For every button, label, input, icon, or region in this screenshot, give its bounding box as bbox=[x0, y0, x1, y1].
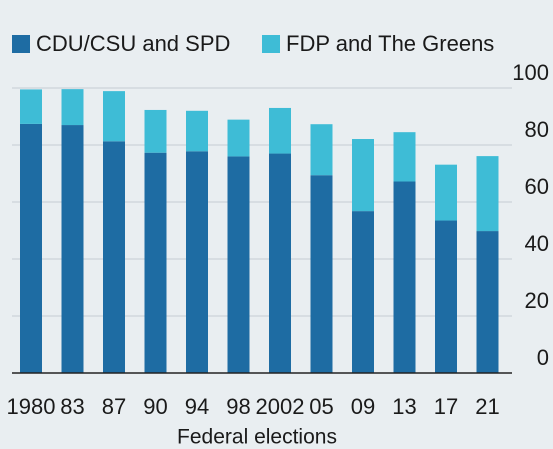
bar-segment bbox=[476, 156, 499, 232]
bar-segment bbox=[227, 119, 250, 157]
y-tick-label: 20 bbox=[525, 288, 549, 313]
bar-segment bbox=[435, 220, 457, 373]
x-tick-label: 2002 bbox=[256, 394, 305, 419]
x-tick-label: 17 bbox=[434, 394, 458, 419]
x-tick-label: 05 bbox=[309, 394, 333, 419]
bar-segment bbox=[393, 132, 416, 182]
x-tick-label: 87 bbox=[102, 394, 126, 419]
x-tick-label: 21 bbox=[475, 394, 499, 419]
bar-segment bbox=[186, 110, 208, 152]
bar-segment bbox=[186, 151, 208, 373]
legend-swatch bbox=[12, 35, 30, 53]
bar-segment bbox=[476, 231, 499, 373]
bar-segment bbox=[144, 152, 167, 373]
bar-segment bbox=[61, 125, 84, 373]
bar-segment bbox=[393, 181, 416, 373]
bar-segment bbox=[103, 91, 125, 142]
bar-segment bbox=[144, 109, 167, 153]
x-tick-label: 94 bbox=[185, 394, 209, 419]
x-tick-label: 09 bbox=[351, 394, 375, 419]
bar-segment bbox=[269, 153, 291, 373]
legend-label: CDU/CSU and SPD bbox=[36, 31, 230, 56]
bar-segment bbox=[227, 156, 250, 373]
bar-segment bbox=[61, 89, 84, 126]
y-tick-label: 80 bbox=[525, 117, 549, 142]
bar-segment bbox=[20, 123, 42, 373]
bar-segment bbox=[20, 89, 42, 124]
bar-segment bbox=[269, 107, 291, 154]
legend-swatch bbox=[262, 35, 280, 53]
bar-segment bbox=[352, 139, 374, 212]
legend-label: FDP and The Greens bbox=[286, 31, 494, 56]
y-tick-label: 40 bbox=[525, 231, 549, 256]
bar-segment bbox=[310, 175, 333, 373]
y-tick-label: 100 bbox=[512, 60, 549, 85]
y-tick-label: 0 bbox=[537, 345, 549, 370]
bar-segment bbox=[103, 141, 125, 373]
x-tick-label: 13 bbox=[392, 394, 416, 419]
x-axis-title: Federal elections bbox=[177, 426, 337, 449]
bar-segment bbox=[435, 164, 457, 221]
x-tick-label: 1980 bbox=[7, 394, 56, 419]
bar-segment bbox=[352, 211, 374, 373]
x-tick-label: 98 bbox=[226, 394, 250, 419]
bar-segment bbox=[310, 124, 333, 176]
y-tick-label: 60 bbox=[525, 174, 549, 199]
x-tick-label: 90 bbox=[143, 394, 167, 419]
x-tick-label: 83 bbox=[60, 394, 84, 419]
